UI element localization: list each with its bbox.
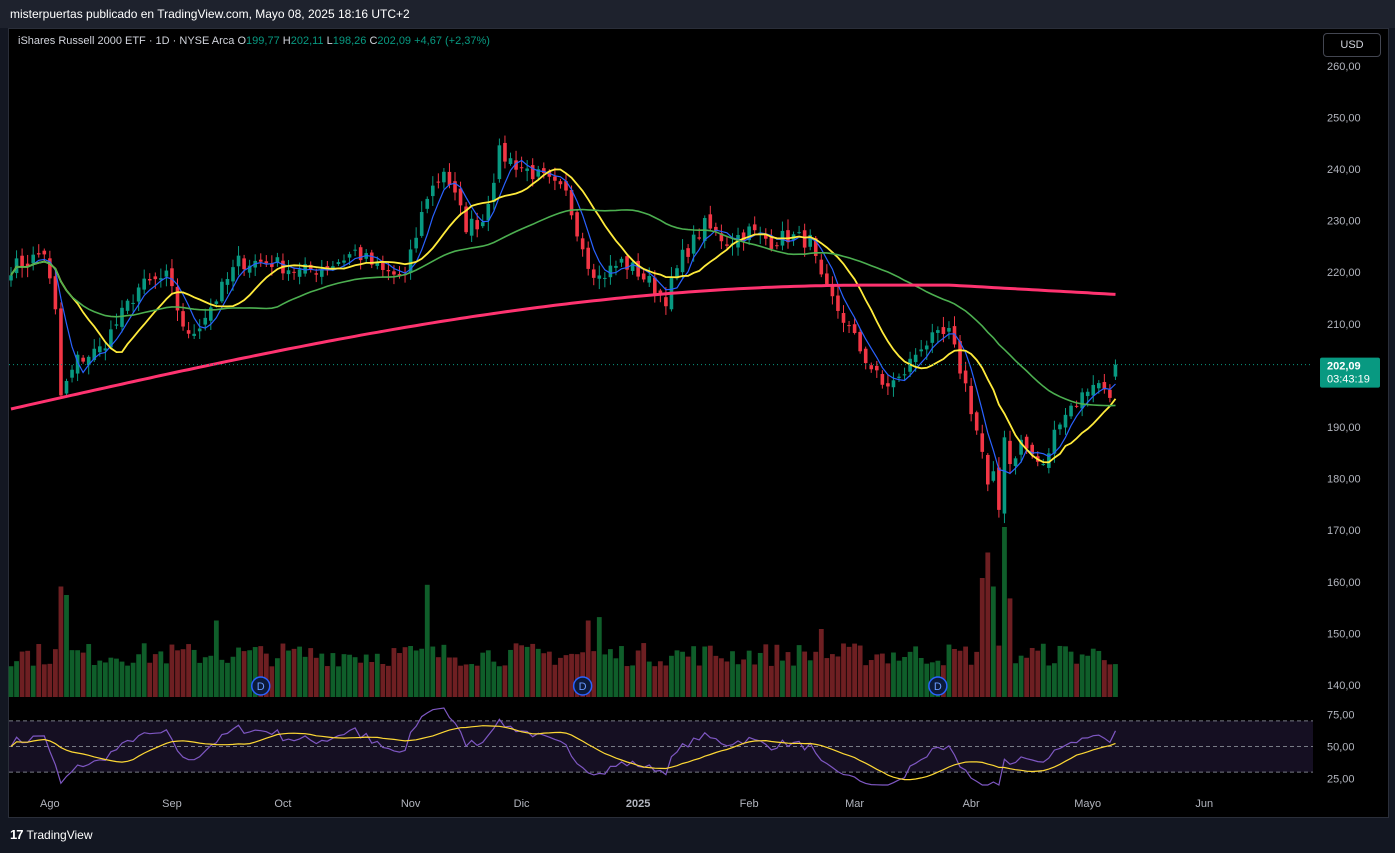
published-by-text: misterpuertas publicado en TradingView.c…: [10, 7, 410, 21]
open-value: 199,77: [246, 35, 280, 47]
currency-button[interactable]: USD: [1323, 33, 1381, 57]
low-value: 198,26: [332, 35, 367, 47]
symbol-description[interactable]: iShares Russell 2000 ETF · 1D · NYSE Arc…: [18, 35, 235, 47]
open-label: O: [237, 35, 247, 47]
tradingview-mark-icon: 17: [10, 827, 24, 842]
change-value: +4,67 (+2,37%): [414, 35, 490, 47]
close-value: 202,09: [377, 35, 412, 47]
top-bar: [0, 0, 1395, 28]
chart-frame[interactable]: [8, 28, 1389, 818]
tradingview-brand-text: TradingView: [26, 828, 93, 842]
close-label: C: [369, 35, 378, 47]
tradingview-logo[interactable]: 17 TradingView: [10, 827, 93, 842]
high-value: 202,11: [290, 35, 324, 47]
low-label: L: [326, 35, 333, 47]
high-label: H: [282, 35, 291, 47]
chart-legend: iShares Russell 2000 ETF · 1D · NYSE Arc…: [18, 35, 490, 47]
footer-bar: [0, 818, 1395, 853]
